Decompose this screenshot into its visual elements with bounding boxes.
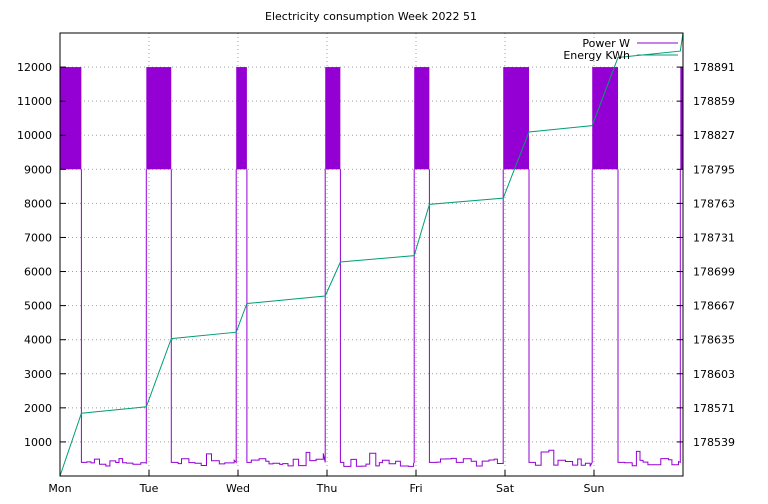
y-right-tick-label: 178827 [693,129,735,142]
y-right-tick-label: 178891 [693,61,735,74]
legend-label-power: Power W [582,37,630,50]
y-left-tick-label: 11000 [17,95,52,108]
y-left-tick-label: 2000 [24,402,52,415]
chart-title: Electricity consumption Week 2022 51 [265,10,477,23]
power-high-block [414,67,430,170]
x-tick-label: Fri [409,482,422,495]
x-tick-label: Wed [226,482,250,495]
power-high-block [146,67,172,170]
power-high-block [325,67,341,170]
energy-series-line [59,32,684,477]
y-left-tick-label: 7000 [24,231,52,244]
power-high-block [592,67,619,170]
y-left-tick-label: 12000 [17,61,52,74]
y-left-tick-label: 8000 [24,197,52,210]
plot-frame [59,32,684,477]
y-right-tick-label: 178763 [693,197,735,210]
x-tick-label: Tue [139,482,159,495]
y-left-tick-label: 5000 [24,300,52,313]
y-right-tick-label: 178859 [693,95,735,108]
x-tick-label: Mon [48,482,71,495]
legend-label-energy: Energy KWh [563,49,630,62]
x-tick-label: Thu [316,482,338,495]
legend: Power W Energy KWh [563,37,678,62]
y-right-tick-label: 178699 [693,266,735,279]
y-right-tick-label: 178795 [693,163,735,176]
y-left-tick-label: 6000 [24,266,52,279]
power-high-block [680,67,683,170]
y-left-tick-label: 1000 [24,436,52,449]
power-high-block [236,67,247,170]
x-tick-label: Sun [584,482,605,495]
y-left-tick-label: 3000 [24,368,52,381]
power-high-block [60,67,82,170]
x-tick-label: Sat [496,482,515,495]
power-high-block [503,67,530,170]
y-left-tick-label: 4000 [24,334,52,347]
y-right-tick-label: 178603 [693,368,735,381]
y-right-tick-label: 178571 [693,402,735,415]
y-left-tick-label: 10000 [17,129,52,142]
y-left-tick-label: 9000 [24,163,52,176]
y-right-tick-label: 178667 [693,300,735,313]
y-right-tick-label: 178539 [693,436,735,449]
power-series-line [59,169,684,467]
y-right-tick-label: 178635 [693,334,735,347]
y-right-tick-label: 178731 [693,231,735,244]
